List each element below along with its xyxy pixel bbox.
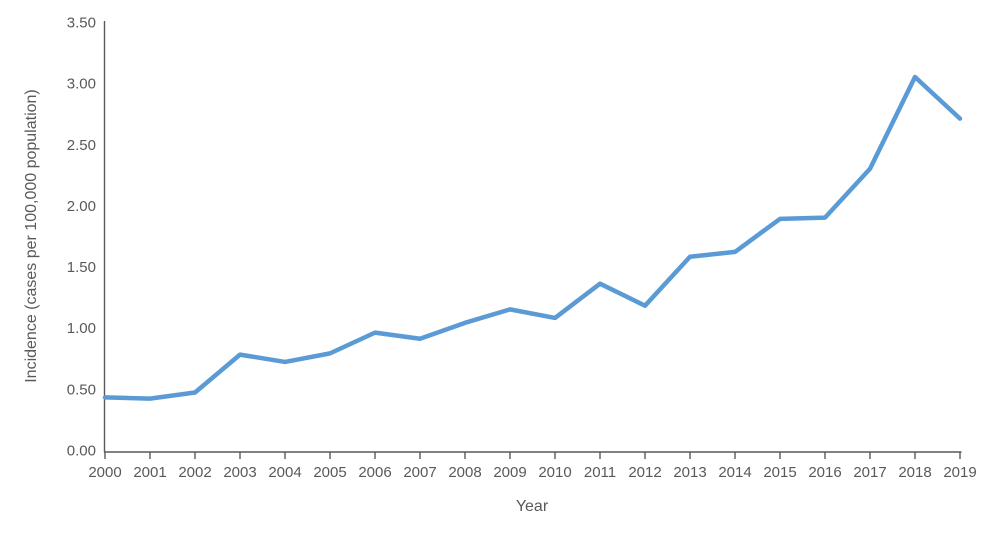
x-tick-label: 2014: [718, 464, 751, 481]
x-axis-title: Year: [516, 498, 549, 515]
x-tick-label: 2007: [403, 464, 436, 481]
x-tick-label: 2015: [763, 464, 796, 481]
y-axis-tick-labels: 0.00 0.50 1.00 1.50 2.00 2.50 3.00 3.50: [67, 15, 96, 460]
x-tick-label: 2009: [493, 464, 526, 481]
y-tick-label: 3.00: [67, 76, 96, 93]
x-tick-label: 2000: [88, 464, 121, 481]
x-tick-label: 2003: [223, 464, 256, 481]
y-tick-label: 0.00: [67, 443, 96, 460]
line-series-incidence: [102, 74, 963, 401]
x-tick-label: 2013: [673, 464, 706, 481]
x-tick-label: 2008: [448, 464, 481, 481]
x-tick-label: 2011: [584, 464, 616, 481]
x-tick-label: 2017: [853, 464, 886, 481]
y-tick-label: 3.50: [67, 15, 96, 32]
x-tick-label: 2005: [313, 464, 346, 481]
x-tick-label: 2010: [538, 464, 571, 481]
y-tick-label: 1.50: [67, 259, 96, 276]
y-axis-title: Incidence (cases per 100,000 population): [23, 89, 40, 383]
y-tick-label: 2.00: [67, 198, 96, 215]
x-tick-label: 2016: [808, 464, 841, 481]
x-tick-label: 2002: [178, 464, 211, 481]
y-tick-label: 0.50: [67, 381, 96, 398]
series-group: [102, 74, 963, 401]
y-tick-label: 2.50: [67, 137, 96, 154]
x-tick-label: 2012: [628, 464, 661, 481]
x-tick-label: 2004: [268, 464, 301, 481]
x-axis-ticks: [104, 452, 961, 459]
x-tick-label: 2019: [943, 464, 976, 481]
x-tick-label: 2006: [358, 464, 391, 481]
x-tick-label: 2001: [133, 464, 166, 481]
y-tick-label: 1.00: [67, 320, 96, 337]
x-tick-label: 2018: [898, 464, 931, 481]
x-axis-tick-labels: 2000 2001 2002 2003 2004 2005 2006 2007 2008 2009…: [88, 464, 976, 481]
